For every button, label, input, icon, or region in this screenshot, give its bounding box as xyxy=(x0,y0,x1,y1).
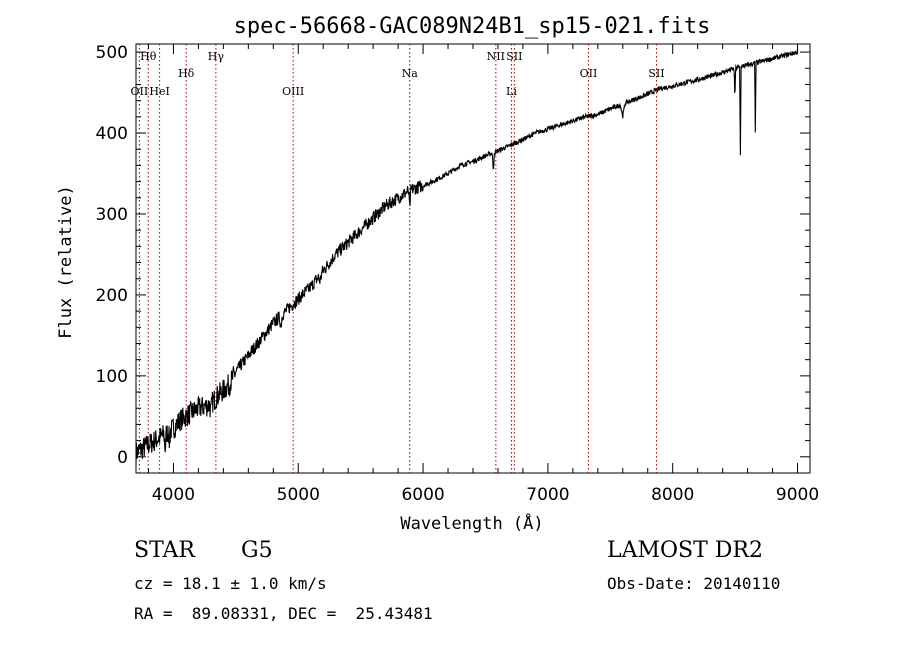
line-label-7: NII xyxy=(487,50,505,63)
x-tick-label-5: 9000 xyxy=(776,485,819,505)
line-label-2: HeI xyxy=(149,85,169,98)
survey-name: LAMOST DR2 xyxy=(607,538,763,563)
object-subclass: G5 xyxy=(241,538,273,563)
x-tick-label-2: 6000 xyxy=(401,485,444,505)
line-label-0: Hθ xyxy=(140,50,157,63)
line-label-11: SII xyxy=(648,67,664,80)
line-label-5: OIII xyxy=(282,85,304,98)
x-tick-label-3: 7000 xyxy=(526,485,569,505)
x-tick-label-1: 5000 xyxy=(277,485,320,505)
y-axis-ticks: 0 100 200 300 400 500 xyxy=(96,43,810,474)
x-axis-label: Wavelength (Å) xyxy=(400,512,543,534)
line-label-6: Na xyxy=(402,67,419,80)
line-label-9: SII xyxy=(506,50,522,63)
spectrum-series xyxy=(135,49,798,465)
y-tick-label-2: 200 xyxy=(96,286,128,306)
line-label-1: OII xyxy=(131,85,149,98)
y-axis-label: Flux (relative) xyxy=(56,185,76,339)
y-tick-label-3: 300 xyxy=(96,205,128,225)
y-tick-label-0: 0 xyxy=(117,448,128,468)
redshift-cz: cz = 18.1 ± 1.0 km/s xyxy=(134,574,327,593)
plot-frame xyxy=(135,43,811,474)
plot-border xyxy=(135,43,811,474)
line-label-4: Hγ xyxy=(208,50,225,63)
chart-title: spec-56668-GAC089N24B1_sp15-021.fits xyxy=(234,14,711,39)
x-tick-label-4: 8000 xyxy=(651,485,694,505)
spectrum-line-0 xyxy=(135,49,798,465)
line-label-8: Li xyxy=(506,85,517,98)
x-tick-label-0: 4000 xyxy=(152,485,195,505)
object-class: STAR xyxy=(134,538,195,563)
line-label-10: OII xyxy=(580,67,598,80)
x-axis-ticks: 4000 5000 6000 7000 8000 9000 xyxy=(147,44,819,505)
y-tick-label-1: 100 xyxy=(96,367,128,387)
observation-date: Obs-Date: 20140110 xyxy=(607,574,781,593)
y-tick-label-4: 400 xyxy=(96,124,128,144)
line-label-3: Hδ xyxy=(178,67,195,80)
coordinates: RA = 89.08331, DEC = 25.43481 xyxy=(134,604,433,623)
y-tick-label-5: 500 xyxy=(96,43,128,63)
